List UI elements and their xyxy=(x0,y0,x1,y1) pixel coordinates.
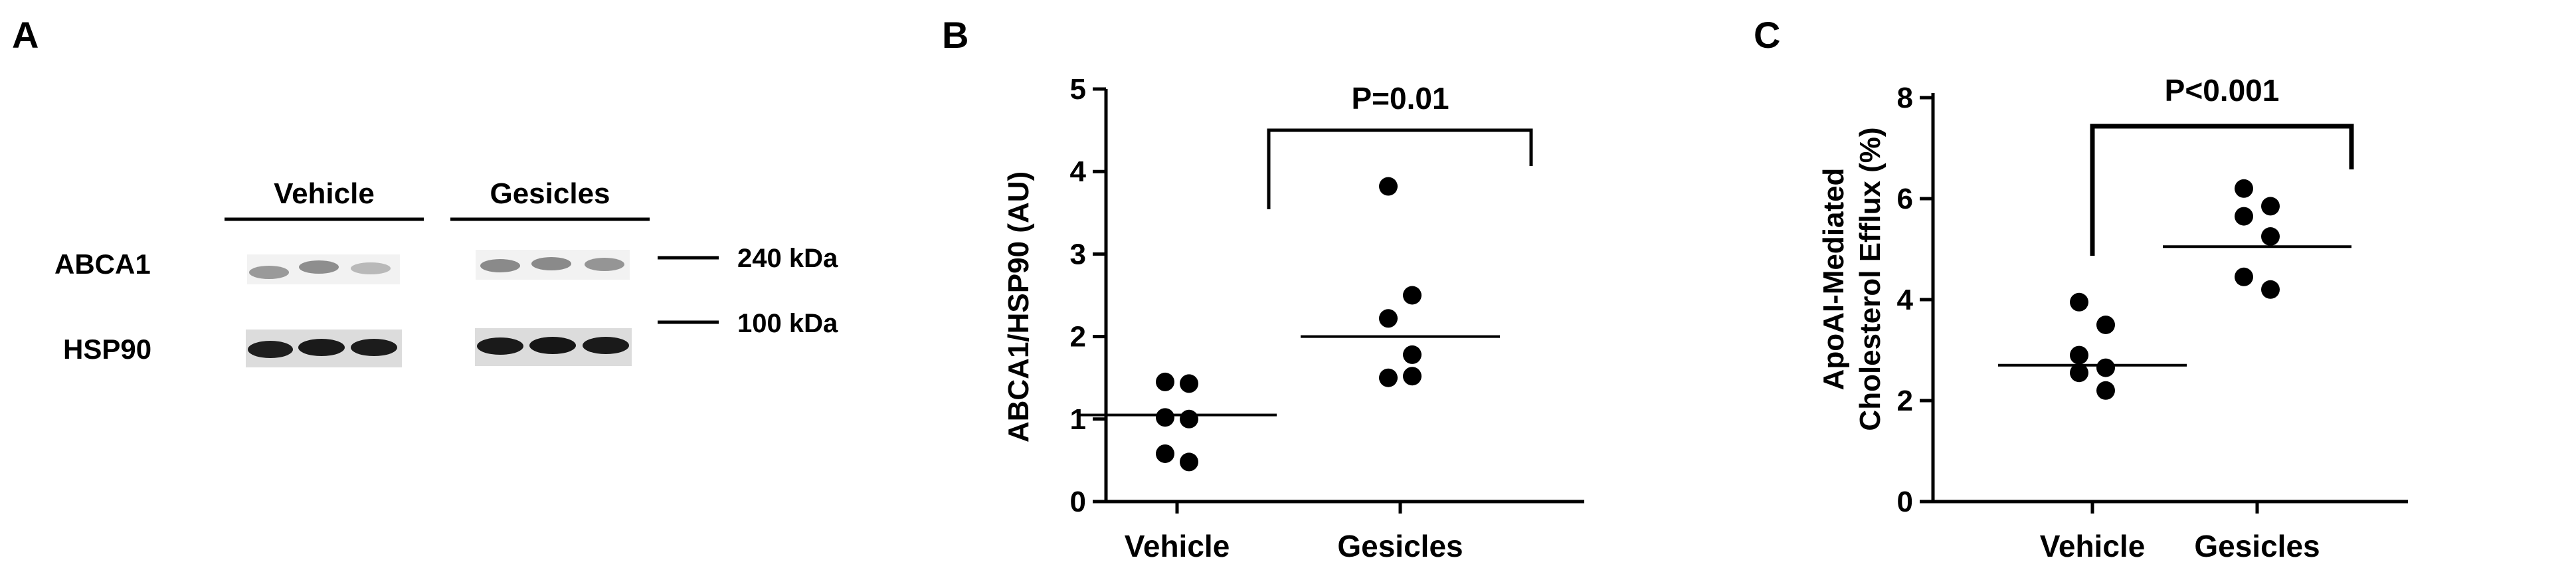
chart-c-marks xyxy=(1998,179,2351,400)
chart-c-x-ticks: Vehicle Gesicles xyxy=(2040,502,2320,563)
chart-b-point xyxy=(1156,372,1174,391)
chart-c-y-tick-label: 2 xyxy=(1897,385,1913,417)
chart-c-point xyxy=(2235,267,2253,286)
panel-b: B ABCA1/HSP90 (AU) 0 1 2 3 4 5 Vehicle Gesicle… xyxy=(942,14,1584,563)
chart-c-point xyxy=(2235,207,2253,226)
chart-c-point xyxy=(2261,280,2280,299)
chart-c-y-tick-label: 6 xyxy=(1897,183,1913,215)
chart-c-ylabel-line1: ApoAI-Mediated xyxy=(1817,168,1850,391)
chart-c-sig-label: P<0.001 xyxy=(2165,73,2280,108)
chart-b-point xyxy=(1379,309,1398,328)
chart-c-axes: 0 2 4 6 8 Vehicle Gesicles xyxy=(1897,82,2408,563)
chart-b-axes: 0 1 2 3 4 5 Vehicle Gesicles xyxy=(1070,73,1584,563)
chart-b-significance: P=0.01 xyxy=(1267,81,1533,209)
chart-c-x-tick-label: Vehicle xyxy=(2040,529,2146,563)
chart-b-point xyxy=(1403,345,1422,364)
chart-b-point xyxy=(1156,408,1174,427)
chart-b-point xyxy=(1403,286,1422,305)
chart-b-y-tick-label: 4 xyxy=(1070,155,1087,188)
blot-band xyxy=(351,339,397,356)
chart-b-point xyxy=(1156,444,1174,463)
chart-b-marks xyxy=(1077,177,1500,472)
blot-band xyxy=(585,258,624,271)
chart-c-point xyxy=(2096,316,2115,334)
blot-group-label-gesicles: Gesicles xyxy=(490,177,610,210)
blot-band xyxy=(299,260,339,274)
chart-b-y-tick-label: 2 xyxy=(1070,321,1086,353)
blot-band xyxy=(583,337,629,354)
chart-c-y-tick-label: 8 xyxy=(1897,82,1913,114)
panel-b-letter: B xyxy=(942,14,968,56)
blot-band xyxy=(477,337,523,355)
blot-band xyxy=(298,339,345,356)
blot-row-label-abca1: ABCA1 xyxy=(54,248,151,280)
chart-b-y-tick-label: 1 xyxy=(1070,403,1086,436)
chart-b-point xyxy=(1180,452,1198,472)
chart-b-point xyxy=(1180,409,1198,428)
blot-band xyxy=(351,262,391,274)
chart-c-significance: P<0.001 xyxy=(2090,73,2354,256)
chart-c-point xyxy=(2261,227,2280,246)
chart-c-point xyxy=(2070,345,2088,365)
panel-a: A Vehicle Gesicles ABCA1 HSP90 240 kDa 1… xyxy=(12,14,838,367)
blot-band xyxy=(249,266,289,279)
chart-c-point xyxy=(2235,179,2253,198)
blot-row-label-hsp90: HSP90 xyxy=(63,333,151,365)
chart-b-y-tick-label: 5 xyxy=(1070,73,1086,106)
chart-c-point xyxy=(2096,381,2115,400)
blot-band xyxy=(529,337,576,354)
blot-band xyxy=(531,257,571,270)
chart-b-y-tick-label: 3 xyxy=(1070,238,1086,270)
chart-b-y-ticks: 0 1 2 3 4 5 xyxy=(1070,73,1106,518)
chart-c-y-ticks: 0 2 4 6 8 xyxy=(1897,82,1933,518)
chart-c-y-tick-label: 4 xyxy=(1897,284,1914,316)
chart-b-x-ticks: Vehicle Gesicles xyxy=(1125,502,1463,563)
chart-c-y-tick-label: 0 xyxy=(1897,486,1913,518)
panel-c-letter: C xyxy=(1754,14,1780,56)
chart-b-point xyxy=(1403,367,1422,386)
chart-b-x-tick-label: Gesicles xyxy=(1337,529,1463,563)
chart-c-x-tick-label: Gesicles xyxy=(2194,529,2320,563)
panel-a-letter: A xyxy=(12,14,39,56)
chart-c-point xyxy=(2070,363,2088,383)
chart-b-x-tick-label: Vehicle xyxy=(1125,529,1230,563)
panel-c: C ApoAI-Mediated Cholesterol Efflux (%) … xyxy=(1754,14,2408,563)
chart-b-ylabel: ABCA1/HSP90 (AU) xyxy=(1002,171,1035,442)
chart-b-sig-label: P=0.01 xyxy=(1351,81,1449,116)
chart-c-point xyxy=(2070,292,2088,312)
chart-c-sig-bracket xyxy=(2090,124,2354,256)
blot-group-label-vehicle: Vehicle xyxy=(274,177,375,210)
chart-b-point xyxy=(1180,374,1198,393)
marker-label-100: 100 kDa xyxy=(737,309,838,338)
chart-b-point xyxy=(1379,368,1398,387)
chart-b-y-tick-label: 0 xyxy=(1070,486,1086,518)
chart-c-ylabel-line2: Cholesterol Efflux (%) xyxy=(1854,127,1886,430)
chart-c-point xyxy=(2096,358,2115,377)
marker-label-240: 240 kDa xyxy=(737,244,838,273)
chart-c-point xyxy=(2261,197,2280,216)
blot-band xyxy=(248,341,293,358)
chart-b-sig-bracket xyxy=(1267,128,1533,209)
blot-band xyxy=(480,259,520,272)
chart-b-point xyxy=(1379,177,1398,196)
